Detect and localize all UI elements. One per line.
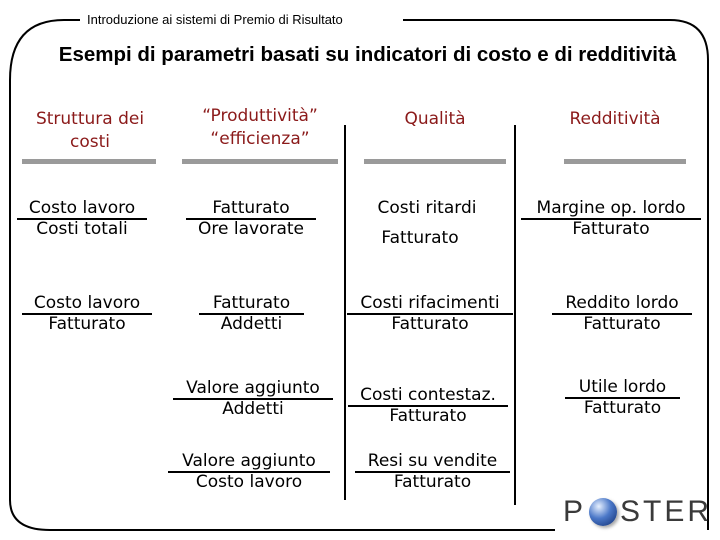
fraction-numerator: Valore aggiunto xyxy=(168,452,330,473)
fraction-numerator: Fatturato xyxy=(186,199,316,220)
fraction-denominator: Costo lavoro xyxy=(195,472,303,492)
logo-text-end: STER xyxy=(620,495,713,528)
indicator-fraction: Valore aggiunto Costo lavoro xyxy=(168,452,330,492)
indicator-denominator-text: Fatturato xyxy=(381,228,459,248)
heading-line: Redditività xyxy=(569,109,661,129)
indicator-fraction: Fatturato Ore lavorate xyxy=(186,199,316,239)
fraction-denominator: Addetti xyxy=(222,399,284,419)
fraction-numerator: Costi contestaz. xyxy=(348,386,508,407)
indicator-fraction: Reddito lordo Fatturato xyxy=(552,294,692,334)
heading-rule xyxy=(364,159,506,164)
logo-text-start: P xyxy=(563,495,587,528)
fraction-denominator: Fatturato xyxy=(572,219,650,239)
indicator-fraction: Costo lavoro Costi totali xyxy=(17,199,147,239)
heading-line: Struttura dei xyxy=(35,109,145,129)
fraction-denominator: Fatturato xyxy=(583,314,661,334)
indicator-fraction: Utile lordo Fatturato xyxy=(565,378,680,418)
indicator-fraction: Resi su vendite Fatturato xyxy=(355,452,510,492)
fraction-denominator: Fatturato xyxy=(389,406,467,426)
indicator-fraction: Costi contestaz. Fatturato xyxy=(348,386,508,426)
column-heading-redditivita: Redditività xyxy=(545,108,685,131)
column-heading-produttivita: “Produttività” “efficienza” xyxy=(180,105,340,151)
fraction-denominator: Fatturato xyxy=(391,314,469,334)
heading-line: costi xyxy=(70,132,110,152)
indicator-fraction: Costo lavoro Fatturato xyxy=(22,294,152,334)
heading-rule xyxy=(182,159,338,164)
fraction-numerator: Fatturato xyxy=(199,294,304,315)
header-label: Introduzione ai sistemi di Premio di Ris… xyxy=(84,12,346,27)
indicator-fraction: Fatturato Addetti xyxy=(199,294,304,334)
heading-rule xyxy=(564,159,686,164)
fraction-numerator: Costi rifacimenti xyxy=(347,294,513,315)
column-heading-qualita: Qualità xyxy=(365,108,505,131)
fraction-denominator: Ore lavorate xyxy=(198,219,304,239)
fraction-denominator: Addetti xyxy=(220,314,283,334)
fraction-numerator: Valore aggiunto xyxy=(173,379,333,400)
fraction-numerator: Resi su vendite xyxy=(355,452,510,473)
page-title: Esempi di parametri basati su indicatori… xyxy=(58,43,677,66)
fraction-numerator: Margine op. lordo xyxy=(521,199,701,220)
fraction-denominator: Fatturato xyxy=(583,398,662,418)
heading-rule xyxy=(22,159,156,164)
heading-line: Qualità xyxy=(404,109,466,129)
column-heading-costi: Struttura dei costi xyxy=(20,108,160,154)
fraction-denominator: Costi totali xyxy=(36,219,128,239)
globe-icon xyxy=(589,498,618,526)
indicator-fraction: Margine op. lordo Fatturato xyxy=(521,199,701,239)
indicator-numerator-text: Costi ritardi xyxy=(377,198,477,218)
fraction-numerator: Costo lavoro xyxy=(22,294,152,315)
heading-line: “Produttività” xyxy=(202,106,318,126)
indicator-fraction: Costi rifacimenti Fatturato xyxy=(347,294,513,334)
poster-logo: P STER xyxy=(563,495,712,529)
fraction-numerator: Utile lordo xyxy=(565,378,680,399)
column-separator xyxy=(514,125,516,505)
fraction-numerator: Costo lavoro xyxy=(17,199,147,220)
fraction-numerator: Reddito lordo xyxy=(552,294,692,315)
heading-line: “efficienza” xyxy=(210,129,310,149)
indicator-fraction: Valore aggiunto Addetti xyxy=(173,379,333,419)
fraction-denominator: Fatturato xyxy=(48,314,126,334)
column-separator xyxy=(344,125,346,500)
fraction-denominator: Fatturato xyxy=(393,472,472,492)
